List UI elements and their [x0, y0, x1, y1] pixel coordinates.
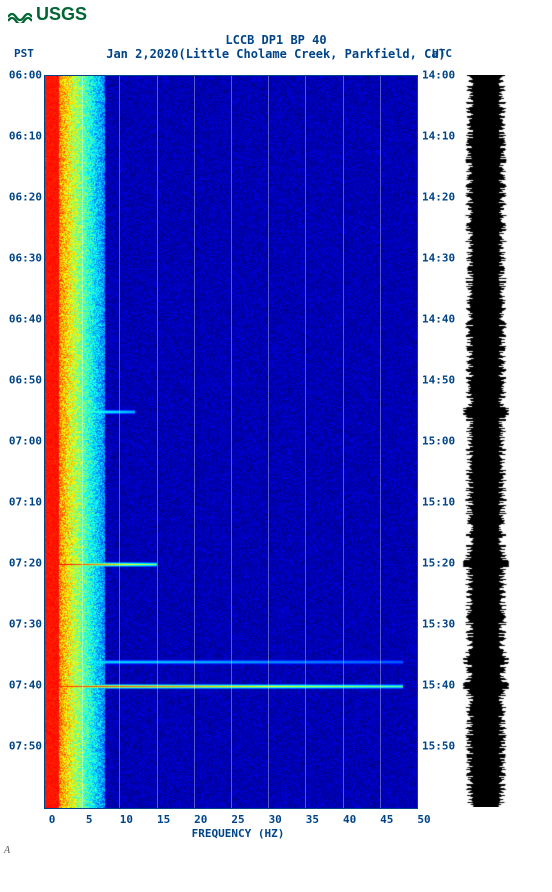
left-axis: 06:0006:1006:2006:3006:4006:5007:0007:10…	[8, 75, 44, 807]
x-tick: 50	[417, 813, 430, 826]
title-date-station: Jan 2,2020(Little Cholame Creek, Parkfie…	[106, 47, 446, 61]
x-tick: 40	[343, 813, 356, 826]
pst-label: PST	[14, 47, 34, 60]
title-date: Jan 2,2020	[106, 47, 178, 61]
spectrogram	[44, 75, 418, 809]
right-tick: 14:30	[422, 252, 455, 265]
waveform	[462, 75, 510, 807]
left-tick: 06:30	[9, 252, 42, 265]
title-station: (Little Cholame Creek, Parkfield, Ca)	[178, 47, 445, 61]
utc-label: UTC	[432, 47, 452, 60]
right-tick: 15:50	[422, 740, 455, 753]
left-tick: 07:00	[9, 435, 42, 448]
left-tick: 07:20	[9, 557, 42, 570]
left-tick: 06:40	[9, 313, 42, 326]
x-tick: 15	[157, 813, 170, 826]
x-tick: 45	[380, 813, 393, 826]
container: USGS LCCB DP1 BP 40 PST Jan 2,2020(Littl…	[0, 0, 552, 856]
x-axis: FREQUENCY (HZ) 05101520253035404550	[52, 809, 424, 845]
usgs-wave-icon	[8, 7, 32, 23]
title-line2: PST Jan 2,2020(Little Cholame Creek, Par…	[0, 47, 552, 61]
plot-area: 06:0006:1006:2006:3006:4006:5007:0007:10…	[8, 75, 544, 845]
left-tick: 06:00	[9, 69, 42, 82]
usgs-logo: USGS	[0, 0, 552, 29]
spectrogram-wrapper: 06:0006:1006:2006:3006:4006:5007:0007:10…	[8, 75, 544, 809]
right-axis: 14:0014:1014:2014:3014:4014:5015:0015:10…	[418, 75, 456, 807]
right-tick: 14:00	[422, 69, 455, 82]
right-tick: 15:20	[422, 557, 455, 570]
x-tick: 20	[194, 813, 207, 826]
right-tick: 15:10	[422, 496, 455, 509]
footer-mark: A	[0, 845, 552, 856]
left-tick: 07:50	[9, 740, 42, 753]
right-tick: 15:00	[422, 435, 455, 448]
right-tick: 15:40	[422, 679, 455, 692]
title-area: LCCB DP1 BP 40 PST Jan 2,2020(Little Cho…	[0, 29, 552, 65]
left-tick: 06:20	[9, 191, 42, 204]
right-tick: 14:10	[422, 130, 455, 143]
x-tick: 35	[306, 813, 319, 826]
left-tick: 07:40	[9, 679, 42, 692]
title-line1: LCCB DP1 BP 40	[0, 33, 552, 47]
left-tick: 07:10	[9, 496, 42, 509]
x-tick: 10	[120, 813, 133, 826]
left-tick: 06:10	[9, 130, 42, 143]
right-tick: 14:20	[422, 191, 455, 204]
spectrogram-canvas	[45, 76, 417, 808]
x-tick: 25	[231, 813, 244, 826]
left-tick: 07:30	[9, 618, 42, 631]
waveform-canvas	[462, 75, 510, 807]
left-tick: 06:50	[9, 374, 42, 387]
right-tick: 15:30	[422, 618, 455, 631]
right-tick: 14:40	[422, 313, 455, 326]
x-tick: 5	[86, 813, 93, 826]
x-tick: 0	[49, 813, 56, 826]
usgs-text: USGS	[36, 4, 87, 25]
right-tick: 14:50	[422, 374, 455, 387]
x-tick: 30	[269, 813, 282, 826]
